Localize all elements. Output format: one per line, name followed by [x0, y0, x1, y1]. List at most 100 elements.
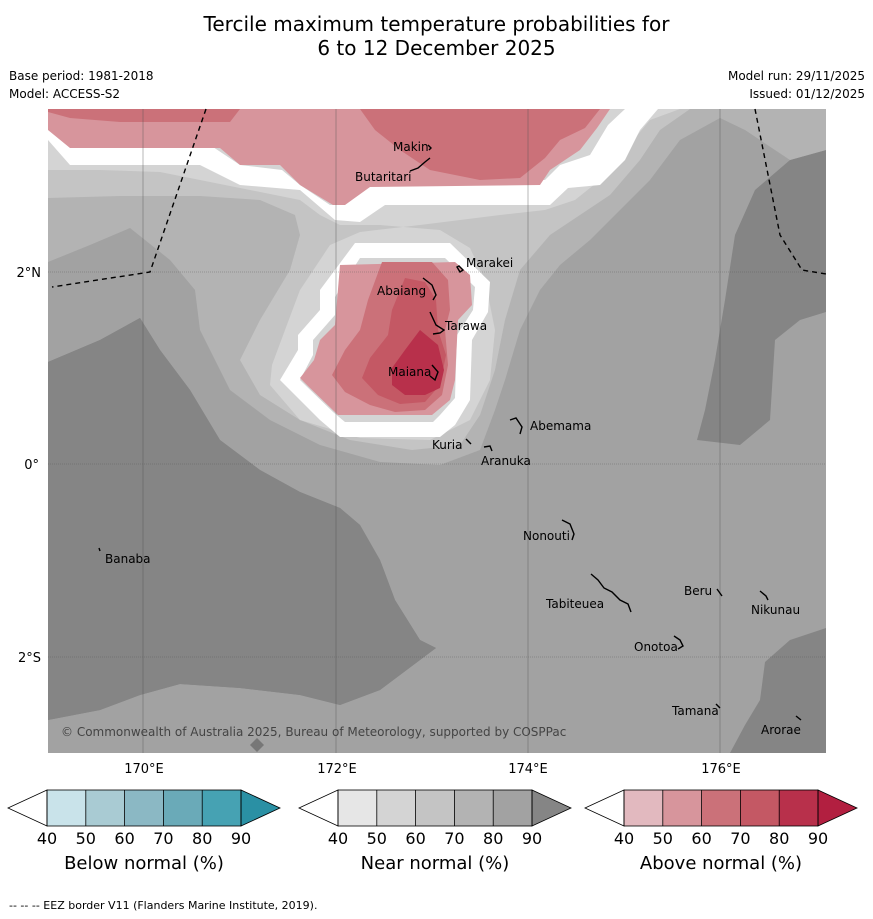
- title-line-2: 6 to 12 December 2025: [317, 36, 556, 60]
- colorbar-below-low-extend: [7, 789, 48, 827]
- near-normal-dark-southeast: [730, 628, 826, 753]
- white-band-north: [48, 109, 658, 222]
- colorbar-above-segment: [701, 790, 741, 826]
- colorbar-near-tick-label: 70: [444, 829, 464, 848]
- model-run-text: Model run: 29/11/2025: [727, 69, 865, 83]
- place-labels: Makin Butaritari Marakei Abaiang Tarawa …: [105, 140, 801, 737]
- copyright-text: © Commonwealth of Australia 2025, Bureau…: [61, 725, 566, 739]
- colorbar-below-high-extend: [240, 789, 281, 827]
- colorbar-near-segment: [376, 790, 416, 826]
- colorbar-above-high-extend: [817, 789, 858, 827]
- lon-label-176: 176°E: [701, 762, 741, 777]
- colorbar-below-segment: [85, 790, 125, 826]
- grid-lines: [48, 109, 826, 753]
- colorbar-near-tick-label: 90: [522, 829, 542, 848]
- label-tamana: Tamana: [671, 704, 719, 718]
- island-maiana: [429, 364, 439, 382]
- label-abemama: Abemama: [530, 419, 591, 433]
- island-onotoa: [673, 635, 684, 650]
- island-tamana: [715, 703, 721, 709]
- colorbar-near-low-extend: [298, 789, 339, 827]
- colorbar-below-title: Below normal (%): [64, 853, 224, 874]
- near-normal-dark-east: [697, 150, 826, 445]
- colorbar-above-low-extend: [584, 789, 625, 827]
- island-abemama: [509, 417, 523, 435]
- label-nikunau: Nikunau: [751, 603, 800, 617]
- lon-label-172: 172°E: [317, 762, 357, 777]
- issued-text: Issued: 01/12/2025: [749, 87, 865, 101]
- near-normal-dark-southwest: [48, 318, 436, 720]
- colorbar-above-tick-label: 40: [614, 829, 634, 848]
- lat-label-2s: 2°S: [18, 651, 41, 666]
- meta-left: Base period: 1981-2018 Model: ACCESS-S2: [9, 67, 154, 103]
- lat-axis: 2°N 0° 2°S: [17, 266, 42, 666]
- colorbar-below-tick-label: 90: [231, 829, 251, 848]
- colorbar-above-tick-label: 80: [769, 829, 789, 848]
- label-maiana: Maiana: [388, 365, 431, 379]
- colorbar-below-tick-label: 60: [114, 829, 134, 848]
- lat-label-2n: 2°N: [17, 266, 42, 281]
- colorbars: 40 50 60 70 80 90 40 50 60 70 80 90 40 50 60 70 80 90: [7, 789, 858, 848]
- eez-border-east: [754, 108, 827, 275]
- colorbar-near-segment: [338, 790, 377, 826]
- colorbar-below-tick-label: 80: [192, 829, 212, 848]
- island-aranuka: [483, 445, 493, 452]
- colorbar-near-tick-label: 40: [328, 829, 348, 848]
- island-beru: [716, 588, 723, 597]
- logo-mark: [250, 738, 264, 752]
- label-tarawa: Tarawa: [444, 319, 487, 333]
- island-makin: [427, 144, 432, 151]
- colorbar-below-segment: [47, 790, 86, 826]
- label-tabiteuea: Tabiteuea: [545, 597, 604, 611]
- colorbar-near-segment: [454, 790, 494, 826]
- colorbar-above-segment: [624, 790, 663, 826]
- colorbar-near-tick-label: 80: [483, 829, 503, 848]
- colorbar-above-title: Above normal (%): [639, 853, 803, 874]
- map-plot-area: [48, 109, 826, 753]
- colorbar-near-title: Near normal (%): [360, 853, 510, 874]
- base-period-text: Base period: 1981-2018: [9, 69, 154, 83]
- lat-label-0: 0°: [24, 458, 39, 473]
- above-normal-tarawa-max: [392, 330, 444, 395]
- island-shapes: [98, 144, 802, 721]
- title-line-1: Tercile maximum temperature probabilitie…: [203, 12, 670, 36]
- model-text: Model: ACCESS-S2: [9, 87, 121, 101]
- island-nonouti: [561, 519, 575, 541]
- island-tabiteuea: [590, 573, 632, 613]
- label-butaritari: Butaritari: [355, 170, 412, 184]
- lon-axis: 170°E 172°E 174°E 176°E: [124, 762, 741, 777]
- label-banaba: Banaba: [105, 552, 151, 566]
- colorbar-near-tick-label: 50: [367, 829, 387, 848]
- island-banaba: [98, 547, 101, 552]
- label-marakei: Marakei: [466, 256, 513, 270]
- colorbar-near-high-extend: [531, 789, 572, 827]
- label-nonouti: Nonouti: [523, 529, 570, 543]
- island-butaritari: [409, 157, 431, 172]
- colorbar-below-tick-label: 50: [76, 829, 96, 848]
- island-arorae: [795, 715, 802, 721]
- colorbar-above-segment: [662, 790, 702, 826]
- eez-borders: [51, 108, 827, 288]
- colorbar-below-segment: [163, 790, 203, 826]
- colorbar-above-segment: [740, 790, 780, 826]
- label-aranuka: Aranuka: [481, 454, 531, 468]
- colorbar-below-tick-label: 40: [37, 829, 57, 848]
- label-makin: Makin: [393, 140, 429, 154]
- island-kuria: [465, 438, 472, 445]
- footer-legend: -- -- -- EEZ border V11 (Flanders Marine…: [9, 899, 318, 912]
- colorbar-near-tick-label: 60: [405, 829, 425, 848]
- colorbar-above-segment: [779, 790, 818, 826]
- colorbar-below-tick-label: 70: [153, 829, 173, 848]
- colorbar-near-segment: [415, 790, 455, 826]
- above-normal-north-mid: [48, 109, 600, 180]
- island-abaiang: [422, 277, 437, 301]
- colorbar-below-segment: [124, 790, 164, 826]
- island-tarawa: [429, 311, 446, 335]
- lon-label-174: 174°E: [508, 762, 548, 777]
- colorbar-above-tick-label: 50: [653, 829, 673, 848]
- lon-label-170: 170°E: [124, 762, 164, 777]
- island-nikunau: [759, 590, 769, 601]
- label-kuria: Kuria: [432, 438, 463, 452]
- colorbar-above-tick-label: 70: [730, 829, 750, 848]
